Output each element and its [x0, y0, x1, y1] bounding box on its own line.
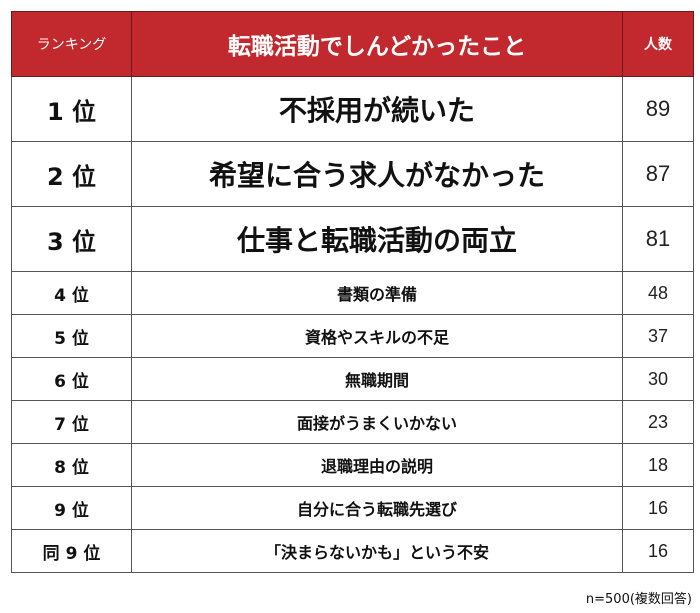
item-cell: 希望に合う求人がなかった — [131, 141, 623, 207]
count-cell: 87 — [622, 141, 694, 207]
rank-cell: 3 位 — [11, 206, 132, 272]
item-cell: 面接がうまくいかない — [131, 400, 623, 444]
rank-cell: 2 位 — [11, 141, 132, 207]
item-cell: 仕事と転職活動の両立 — [131, 206, 623, 272]
ranking-table: ランキング 転職活動でしんどかったこと 人数 1 位 不採用が続いた 89 2 … — [11, 11, 694, 573]
count-cell: 16 — [622, 529, 694, 573]
count-cell: 48 — [622, 271, 694, 315]
rank-cell: 6 位 — [11, 357, 132, 401]
item-cell: 書類の準備 — [131, 271, 623, 315]
table-row: 4 位 書類の準備 48 — [11, 271, 694, 315]
count-cell: 30 — [622, 357, 694, 401]
table-row: 1 位 不採用が続いた 89 — [11, 76, 694, 142]
table-row: 5 位 資格やスキルの不足 37 — [11, 314, 694, 358]
header-count: 人数 — [622, 11, 694, 77]
header-rank: ランキング — [11, 11, 132, 77]
table-row: 同 9 位 「決まらないかも」という不安 16 — [11, 529, 694, 573]
count-cell: 89 — [622, 76, 694, 142]
rank-cell: 9 位 — [11, 486, 132, 530]
header-title: 転職活動でしんどかったこと — [131, 11, 623, 77]
count-cell: 16 — [622, 486, 694, 530]
item-cell: 自分に合う転職先選び — [131, 486, 623, 530]
table-row: 6 位 無職期間 30 — [11, 357, 694, 401]
count-cell: 37 — [622, 314, 694, 358]
rank-cell: 7 位 — [11, 400, 132, 444]
item-cell: 退職理由の説明 — [131, 443, 623, 487]
table-row: 8 位 退職理由の説明 18 — [11, 443, 694, 487]
table-row: 3 位 仕事と転職活動の両立 81 — [11, 206, 694, 272]
rank-cell: 1 位 — [11, 76, 132, 142]
item-cell: 資格やスキルの不足 — [131, 314, 623, 358]
rank-cell: 同 9 位 — [11, 529, 132, 573]
rank-cell: 4 位 — [11, 271, 132, 315]
item-cell: 無職期間 — [131, 357, 623, 401]
count-cell: 18 — [622, 443, 694, 487]
sample-size-footnote: n=500(複数回答) — [585, 592, 692, 607]
header-row: ランキング 転職活動でしんどかったこと 人数 — [11, 11, 694, 77]
item-cell: 不採用が続いた — [131, 76, 623, 142]
count-cell: 81 — [622, 206, 694, 272]
rank-cell: 8 位 — [11, 443, 132, 487]
table-row: 7 位 面接がうまくいかない 23 — [11, 400, 694, 444]
table-row: 2 位 希望に合う求人がなかった 87 — [11, 141, 694, 207]
count-cell: 23 — [622, 400, 694, 444]
table-row: 9 位 自分に合う転職先選び 16 — [11, 486, 694, 530]
item-cell: 「決まらないかも」という不安 — [131, 529, 623, 573]
rank-cell: 5 位 — [11, 314, 132, 358]
